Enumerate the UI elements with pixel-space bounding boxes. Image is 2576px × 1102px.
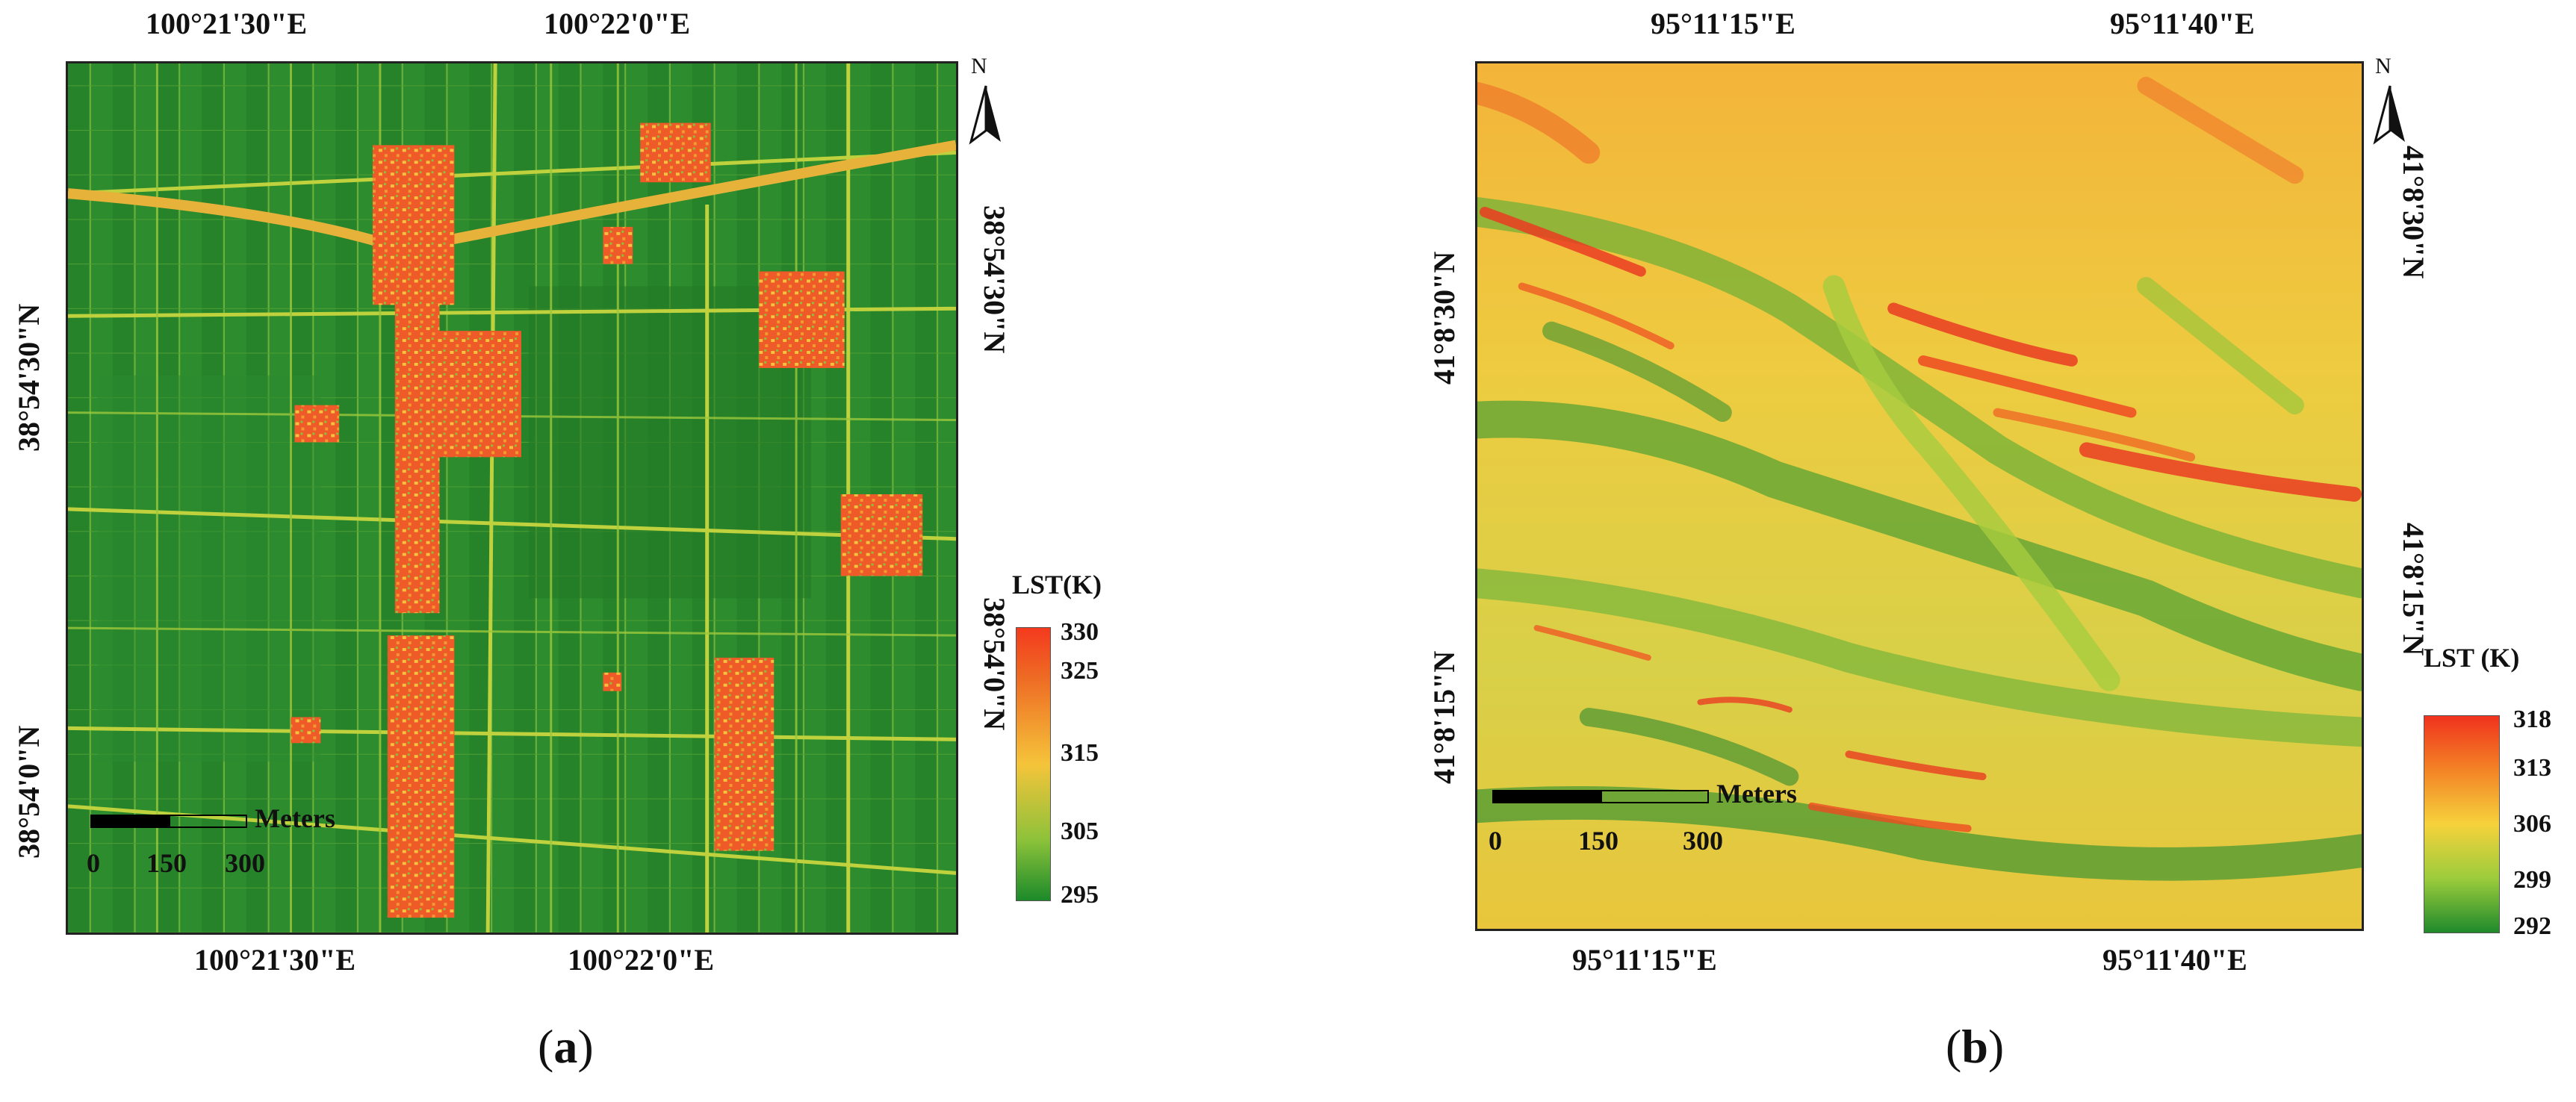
right-lat-label-1: 41°8'30"N xyxy=(2397,146,2430,279)
left-lat-label-1: 38°54'30"N xyxy=(12,303,46,452)
top-lon-label-1: 95°11'15"E xyxy=(1651,7,1796,40)
scale-segment-empty xyxy=(1601,790,1709,803)
left-lat-label-1: 41°8'30"N xyxy=(1427,251,1461,385)
north-arrow-icon: N xyxy=(963,54,1008,157)
left-lat-label-2: 41°8'15"N xyxy=(1427,650,1461,784)
scale-tick-0: 0 xyxy=(87,848,100,878)
legend-value-305: 305 xyxy=(1061,818,1099,845)
scale-tick-150: 150 xyxy=(146,848,187,878)
bottom-lon-label-2: 95°11'40"E xyxy=(2102,943,2247,977)
right-lat-label-2: 41°8'15"N xyxy=(2397,523,2430,656)
map-a-image xyxy=(68,63,956,933)
north-arrow-icon: N xyxy=(2368,54,2412,157)
right-lat-label-1: 38°54'30"N xyxy=(978,205,1011,354)
bottom-lon-label-1: 95°11'15"E xyxy=(1572,943,1717,977)
legend-value-313: 313 xyxy=(2513,754,2551,782)
bottom-lon-label-1: 100°21'30"E xyxy=(194,943,356,977)
left-lat-label-2: 38°54'0"N xyxy=(12,725,46,859)
legend-value-292: 292 xyxy=(2513,912,2551,940)
scale-segment-filled xyxy=(1492,790,1601,803)
scale-unit: Meters xyxy=(1716,779,1797,809)
top-lon-label-2: 95°11'40"E xyxy=(2110,7,2255,40)
legend-value-299: 299 xyxy=(2513,866,2551,894)
legend-colorbar-b xyxy=(2424,715,2500,933)
caption-a: (a) xyxy=(538,1020,594,1073)
scale-tick-300: 300 xyxy=(1683,826,1723,856)
scale-tick-300: 300 xyxy=(225,848,265,878)
bottom-lon-label-2: 100°22'0"E xyxy=(568,943,714,977)
scale-segment-filled xyxy=(90,815,169,828)
legend-title-a: LST(K) xyxy=(1012,570,1102,600)
legend-value-306: 306 xyxy=(2513,810,2551,838)
scale-segment-empty xyxy=(169,815,247,828)
north-label: N xyxy=(2375,54,2392,78)
legend-colorbar-a xyxy=(1016,627,1051,901)
legend-value-295: 295 xyxy=(1061,881,1099,909)
north-label: N xyxy=(971,54,987,78)
legend-title-b: LST (K) xyxy=(2424,643,2520,673)
right-lat-label-2: 38°54'0"N xyxy=(978,597,1011,731)
panel-a: 100°21'30"E 100°22'0"E 38°54'30"N 38°54'… xyxy=(0,0,1165,1102)
legend-value-315: 315 xyxy=(1061,739,1099,767)
top-lon-label-1: 100°21'30"E xyxy=(146,7,307,40)
legend-value-325: 325 xyxy=(1061,657,1099,685)
map-b-image xyxy=(1477,63,2362,929)
scale-unit: Meters xyxy=(255,803,335,833)
scale-tick-150: 150 xyxy=(1578,826,1618,856)
legend-value-318: 318 xyxy=(2513,706,2551,733)
panel-b: 95°11'15"E 95°11'40"E 41°8'30"N 41°8'15"… xyxy=(1404,0,2576,1102)
lst-map-b: Meters 0 150 300 xyxy=(1475,61,2364,931)
lst-map-a: Meters 0 150 300 xyxy=(66,61,958,935)
scale-tick-0: 0 xyxy=(1489,826,1502,856)
caption-b: (b) xyxy=(1946,1020,2005,1073)
legend-value-330: 330 xyxy=(1061,618,1099,646)
top-lon-label-2: 100°22'0"E xyxy=(544,7,690,40)
